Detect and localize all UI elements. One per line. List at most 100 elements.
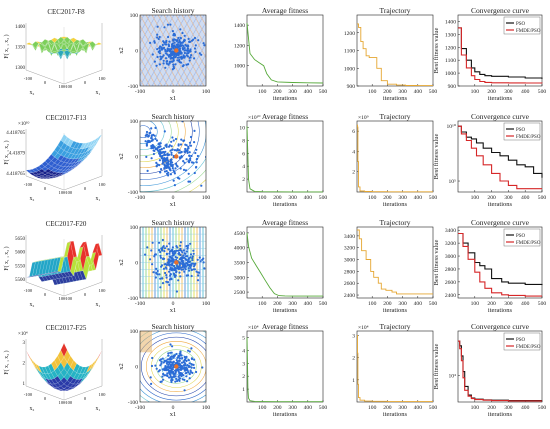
search-point [168, 62, 171, 65]
search-point [173, 172, 176, 175]
x-tick-label: 400 [414, 405, 423, 411]
search-point [150, 127, 153, 130]
avg-title: Average fitness [262, 322, 308, 331]
y-tick-label: 3200 [445, 241, 456, 247]
search-point [168, 376, 171, 379]
x-tick-label: 300 [288, 301, 297, 307]
search-point [180, 151, 183, 154]
search-point [179, 244, 182, 247]
x-axis-label: iterations [273, 411, 298, 418]
search-point [169, 365, 172, 368]
search-point [162, 62, 165, 65]
search-point [172, 63, 175, 66]
x-tick-label: -100 [135, 301, 145, 307]
search-point [156, 48, 159, 51]
search-point [166, 50, 169, 53]
x-axis-label: iterations [488, 411, 513, 418]
x2-axis-label: x₂ [30, 196, 35, 202]
search-point [168, 167, 171, 170]
search-point [167, 145, 171, 148]
search-point [177, 279, 180, 282]
search-point [151, 241, 154, 244]
search-point [185, 250, 188, 253]
search-point [151, 356, 154, 360]
search-point [167, 44, 170, 47]
x-tick-label: 500 [538, 195, 547, 201]
x-tick-label: 400 [304, 405, 313, 411]
search-point [179, 275, 182, 278]
search-point [176, 368, 179, 371]
search-point [165, 276, 168, 279]
search-point [190, 54, 193, 57]
x-tick-label: 500 [319, 405, 328, 411]
x-axis-label: iterations [383, 307, 408, 314]
x-tick-label: 0 [172, 301, 175, 307]
search-point [163, 374, 166, 377]
history-axes [139, 226, 207, 299]
surface-exponent: ×10¹⁰ [18, 121, 29, 127]
search-point [150, 157, 153, 160]
x-axis-label: x1 [170, 95, 177, 102]
search-point [174, 63, 177, 66]
history-title: Search history [151, 322, 194, 331]
conv-title: Convergence curve [471, 112, 530, 121]
z-tick-label: 4.418705 [6, 131, 25, 136]
y-axis-label: x2 [118, 47, 125, 54]
search-point [187, 258, 190, 261]
traj-axes [356, 330, 434, 403]
y-tick-label: 10 [239, 125, 245, 131]
search-point [186, 151, 189, 154]
y-tick-label: 1200 [344, 31, 355, 37]
search-point [174, 137, 178, 141]
search-point [190, 262, 193, 265]
search-point [187, 172, 190, 175]
search-point [179, 28, 182, 31]
search-point [156, 149, 160, 152]
search-point [148, 140, 151, 143]
search-point [180, 51, 183, 54]
search-point [179, 36, 182, 40]
search-point [166, 281, 170, 284]
series-pso [458, 27, 543, 79]
x1-axis-label: x₁ [96, 302, 101, 308]
legend-entry: FMDE/PSO [516, 29, 541, 34]
figure-row-0: CEC2017-F8 1400 1350 1300 F( x₁ , x₂ ) -100 0 1… [3, 6, 546, 102]
search-point [157, 370, 160, 373]
search-point [189, 369, 192, 372]
search-point [188, 151, 191, 154]
search-point [157, 142, 160, 145]
base-tick-label: 100 [59, 296, 67, 301]
search-point [169, 50, 172, 53]
y-tick-label: 0 [135, 365, 138, 371]
search-point [189, 135, 193, 139]
traj-title: Trajectory [380, 218, 411, 227]
search-point [153, 253, 157, 256]
avg-line [246, 126, 323, 193]
x-tick-label: 100 [202, 89, 211, 95]
traj-panel-3: Trajectory ×10⁴ 100 200 300 400 500 iterations 3… [352, 322, 437, 418]
x-tick-label: 100 [202, 195, 211, 201]
search-point [167, 354, 170, 357]
avg-panel-0: Average fitness 100 200 300 400 500 iterations… [234, 6, 328, 102]
x-tick-label: 0 [172, 405, 175, 411]
search-point [165, 52, 168, 55]
search-point [163, 157, 166, 160]
avg-axes [246, 226, 324, 299]
x-tick-label: 100 [258, 405, 267, 411]
base-tick-label: 0 [84, 186, 87, 191]
search-point [185, 368, 188, 372]
search-point [161, 43, 164, 47]
y-tick-label: 10⁵ [448, 179, 456, 185]
y-tick-label: 4000 [234, 246, 245, 252]
y-tick-label: 1 [242, 387, 245, 393]
y-tick-label: -100 [128, 296, 138, 302]
search-point [158, 47, 161, 50]
x-tick-label: 200 [487, 301, 496, 307]
y-tick-label: 100 [130, 225, 139, 231]
series-fmdepso [458, 27, 543, 84]
search-point [184, 257, 187, 260]
search-point [185, 158, 188, 161]
search-point [151, 263, 154, 266]
search-point [181, 65, 184, 68]
history-title: Search history [151, 112, 194, 121]
